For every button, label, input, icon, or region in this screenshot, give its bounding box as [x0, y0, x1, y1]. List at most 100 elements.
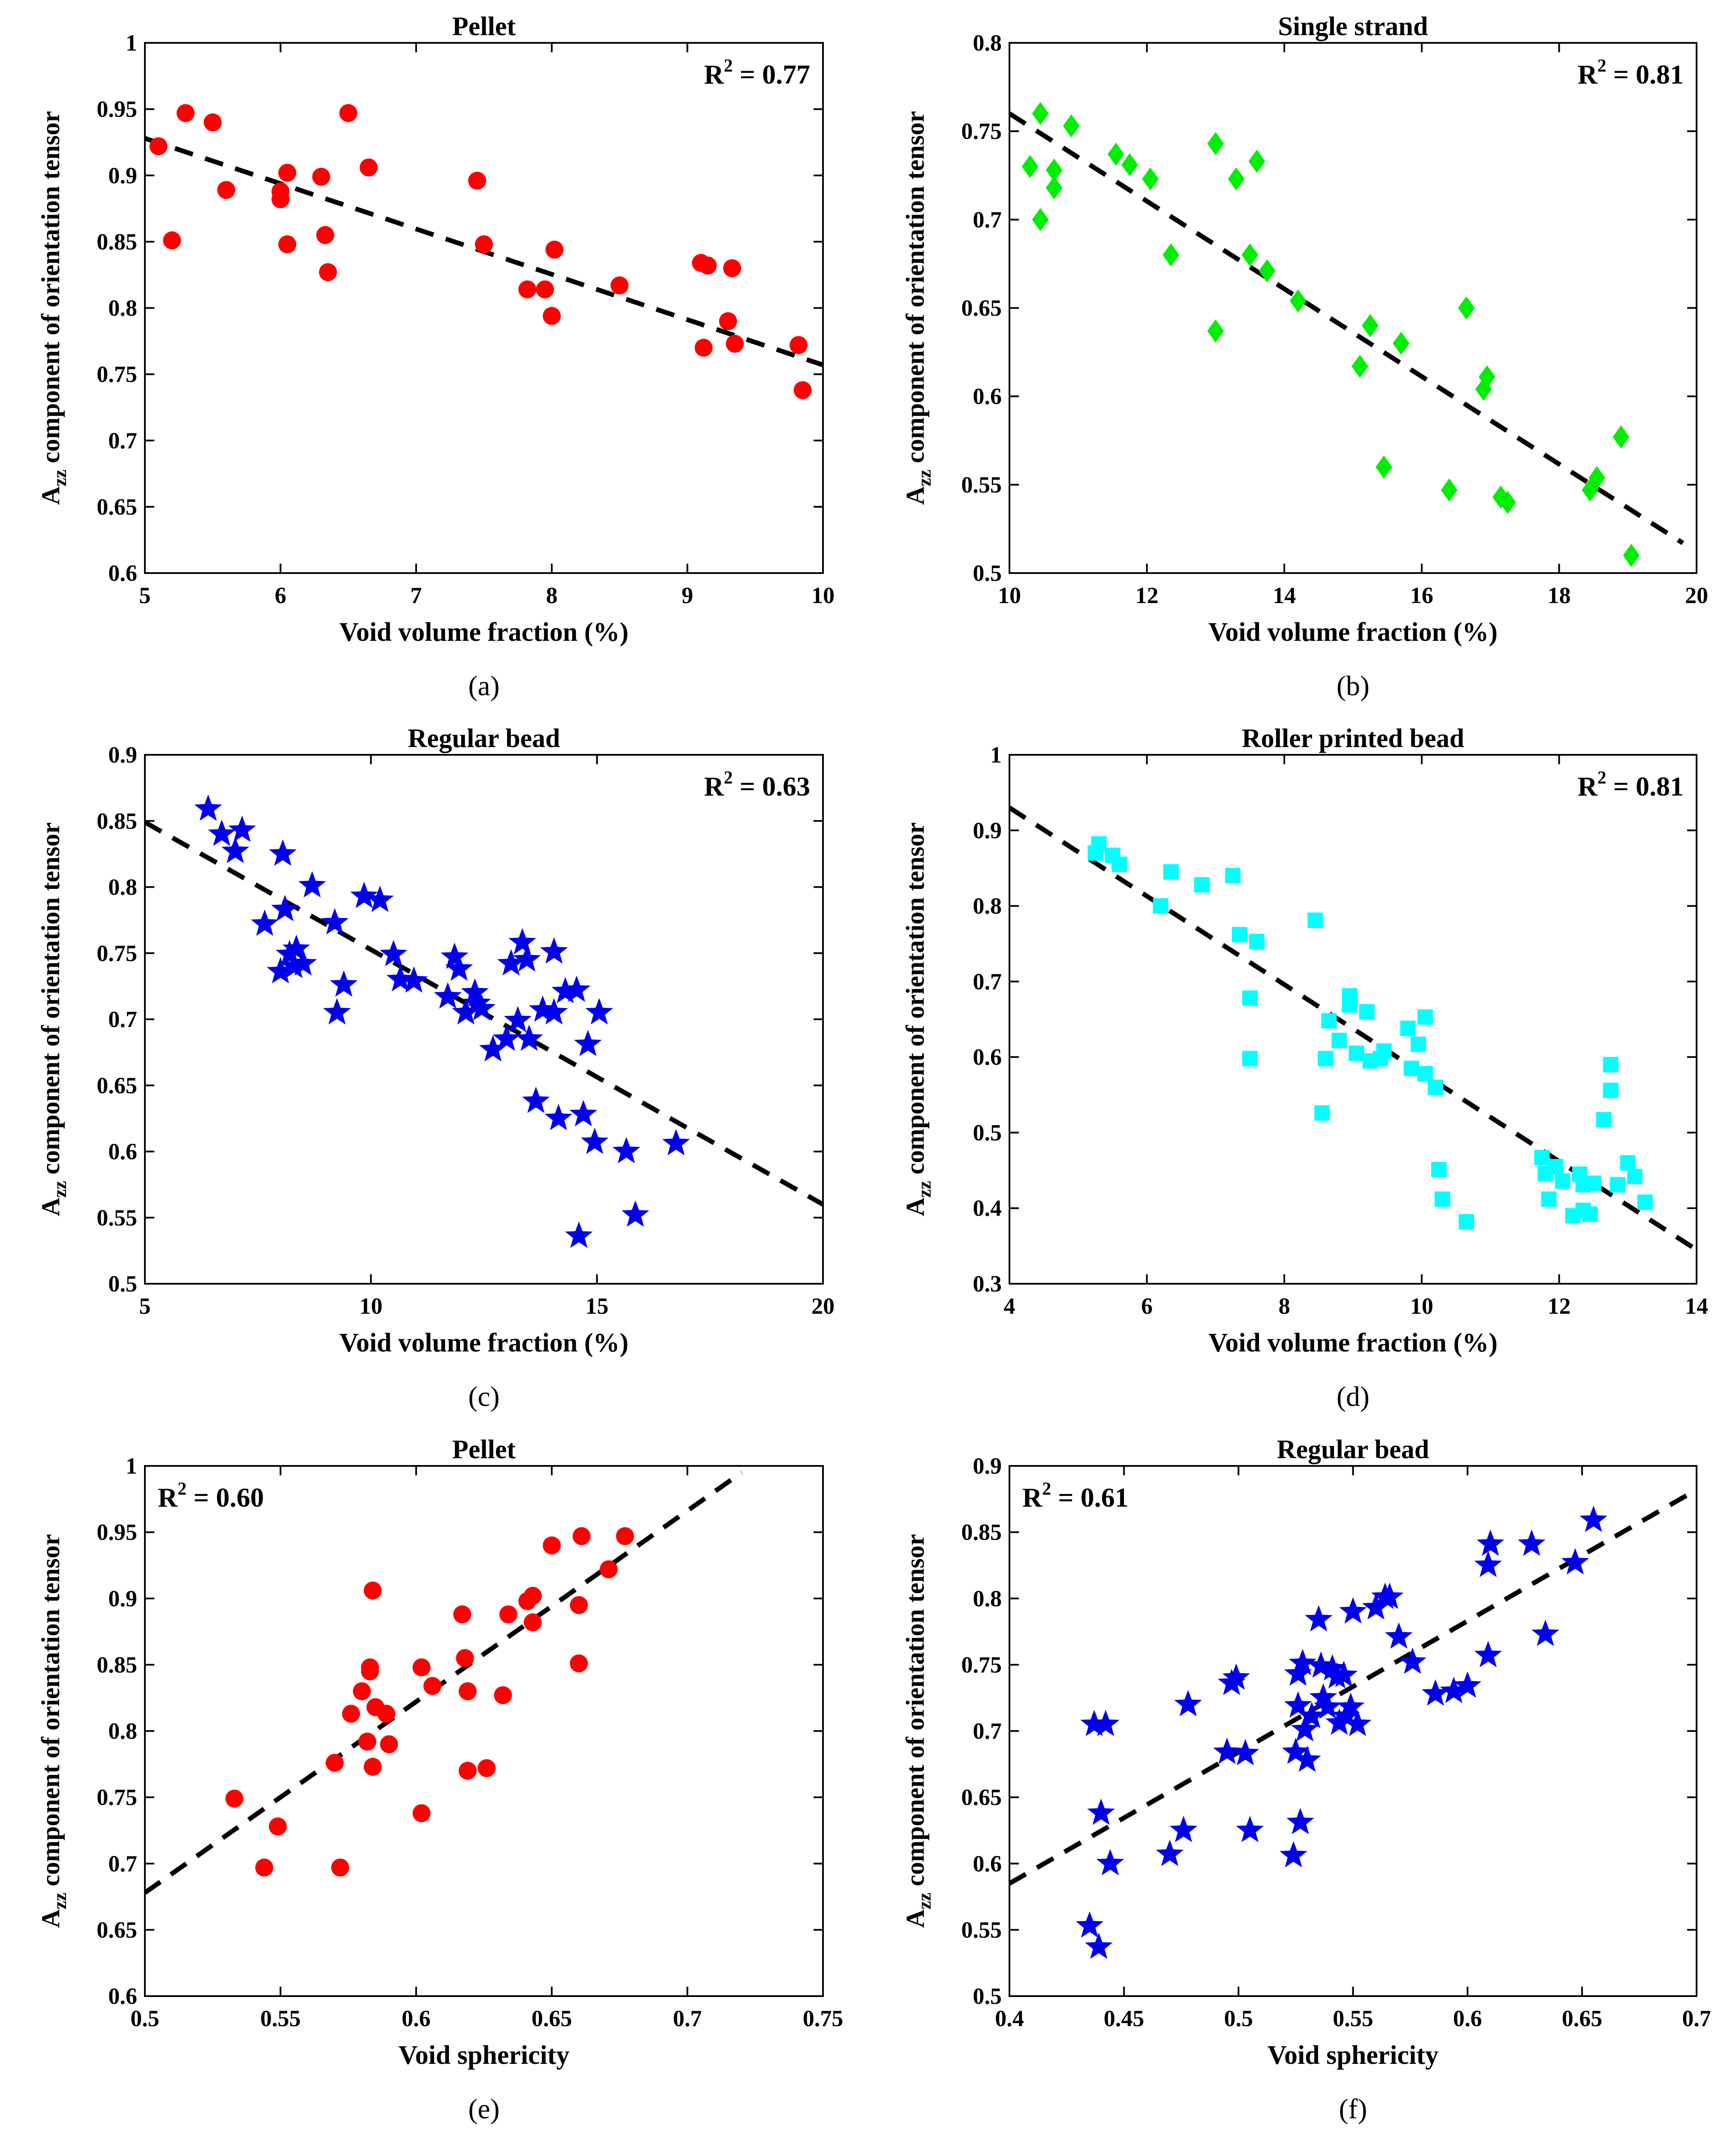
chart-panel-e: 0.5 0.55 0.6 0.65 0.7 0.75 0.6 0.65 0.7 0.75 0.8 0.…	[36, 1435, 843, 2125]
y-tick-label: 0.4	[973, 1195, 1002, 1221]
data-point	[1258, 259, 1276, 282]
y-tick-label: 0.75	[961, 118, 1002, 144]
data-point	[1096, 1849, 1124, 1876]
data-point	[445, 954, 473, 981]
data-point	[1362, 1593, 1390, 1620]
r2-superscript: 2	[724, 768, 733, 788]
data-point	[1153, 898, 1168, 914]
data-point	[468, 994, 496, 1021]
data-point	[694, 339, 713, 357]
r2-value: = 0.81	[1607, 771, 1684, 802]
data-point	[225, 1790, 243, 1808]
data-point	[1476, 1529, 1505, 1556]
data-point	[1337, 1692, 1365, 1719]
y-tick-label: 1	[126, 30, 137, 56]
data-point	[323, 998, 351, 1025]
y-tick-label: 0.95	[97, 96, 138, 122]
x-tick-label: 10	[1410, 1293, 1433, 1319]
y-tick-label: 0.8	[108, 874, 138, 900]
data-point	[1228, 167, 1245, 191]
data-point	[1288, 1649, 1317, 1676]
data-point	[1385, 1622, 1413, 1649]
data-point	[1376, 455, 1393, 479]
chart-panel-c: 5 10 15 20 0.5 0.55 0.6 0.65 0.7 0.75 0.8 0.85 0.9 Re…	[36, 724, 835, 1412]
data-point	[331, 1859, 349, 1877]
data-point	[1400, 1021, 1416, 1036]
y-label-prefix: A	[36, 486, 65, 505]
x-tick-label: 14	[1685, 1293, 1708, 1319]
r2-value: = 0.61	[1051, 1482, 1128, 1513]
data-point	[1637, 1194, 1653, 1210]
y-tick-label: 0.55	[97, 1205, 138, 1231]
data-point	[1359, 1004, 1375, 1020]
data-point	[1342, 997, 1358, 1013]
data-point	[726, 334, 744, 353]
data-point	[1393, 331, 1410, 355]
data-point	[278, 235, 297, 254]
data-point	[504, 1006, 532, 1033]
data-point	[1596, 1112, 1612, 1128]
data-point	[551, 977, 580, 1003]
r2-superscript: 2	[1042, 1479, 1051, 1499]
data-point	[1163, 864, 1179, 880]
y-label-prefix: A	[901, 486, 929, 505]
data-point	[1580, 1505, 1607, 1532]
r-squared-annotation: R2 = 0.63	[704, 768, 810, 802]
data-point	[1376, 1582, 1404, 1609]
panel-label: (b)	[1337, 670, 1370, 702]
data-point	[1314, 1692, 1342, 1719]
data-point	[1613, 425, 1630, 449]
x-tick-label: 7	[410, 583, 422, 608]
data-point	[1232, 927, 1248, 943]
data-point	[319, 263, 337, 282]
data-point	[298, 871, 326, 898]
y-tick-label: 0.55	[961, 472, 1002, 498]
data-point	[1248, 150, 1265, 173]
data-point	[1085, 1932, 1113, 1959]
data-point	[1586, 1175, 1601, 1191]
data-point	[1222, 1663, 1250, 1690]
data-point	[1458, 1214, 1474, 1230]
y-label-rest: component of orientation tensor	[901, 823, 929, 1181]
data-point	[386, 965, 414, 991]
data-point	[569, 1100, 598, 1126]
data-point	[513, 945, 541, 972]
data-point	[1289, 289, 1307, 313]
data-point	[1440, 1676, 1468, 1703]
data-point	[360, 158, 378, 177]
data-point	[1207, 319, 1224, 343]
y-tick-label: 0.9	[108, 162, 138, 188]
data-point	[662, 1129, 690, 1156]
data-point	[545, 240, 564, 259]
y-tick-label: 0.5	[108, 1271, 138, 1297]
data-point	[1032, 208, 1049, 231]
x-tick-label: 14	[1273, 583, 1296, 608]
data-point	[790, 336, 808, 354]
r2-value: = 0.63	[733, 771, 810, 802]
y-tick-label: 0.65	[97, 1917, 138, 1943]
data-point	[1325, 1708, 1353, 1735]
data-point	[456, 1649, 474, 1667]
data-point	[1499, 491, 1516, 514]
chart-title: Regular bead	[1277, 1435, 1429, 1464]
data-point	[536, 280, 554, 299]
data-point	[699, 256, 717, 275]
data-point	[269, 1817, 287, 1836]
y-axis-label: Azz component of orientation tensor	[36, 1534, 70, 1928]
panel-label: (a)	[468, 670, 499, 702]
y-tick-label: 0.9	[973, 817, 1002, 843]
data-point	[1532, 1619, 1559, 1646]
y-tick-label: 0.3	[973, 1271, 1002, 1297]
y-tick-label: 0.9	[108, 1585, 138, 1611]
data-point	[1410, 1036, 1426, 1052]
data-point	[1417, 1009, 1433, 1025]
y-tick-label: 0.9	[108, 742, 138, 768]
r2-value: = 0.60	[186, 1482, 264, 1513]
r2-superscript: 2	[177, 1479, 186, 1499]
data-point	[412, 1658, 431, 1677]
data-point	[1331, 1033, 1347, 1048]
trend-line	[1009, 1487, 1697, 1886]
data-layer	[145, 104, 823, 399]
data-point	[581, 1127, 609, 1154]
